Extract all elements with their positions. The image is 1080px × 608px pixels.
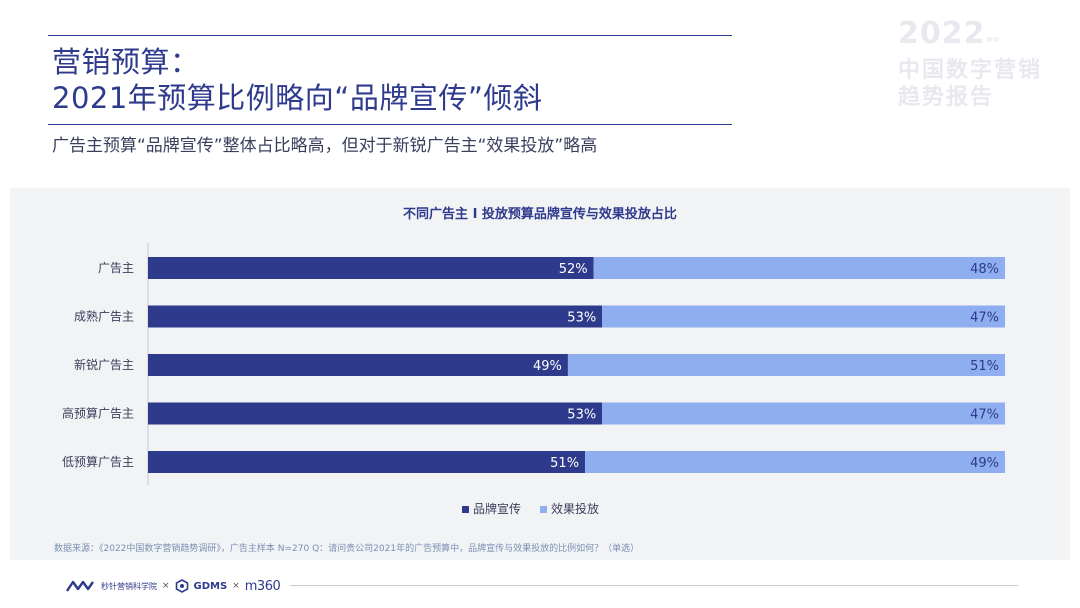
data-label-effect: 48% <box>970 262 999 277</box>
logo2-text: GDMS <box>193 580 228 592</box>
logo3-text: m360 <box>244 578 281 594</box>
watermark-year: 2022»» <box>898 16 1042 57</box>
watermark-chevrons: »» <box>985 32 1000 46</box>
bar-brand <box>148 354 568 376</box>
data-label-effect: 51% <box>970 359 999 374</box>
bar-effect <box>602 305 1005 328</box>
bar-effect <box>602 402 1005 425</box>
chart-title: 不同广告主 I 投放预算品牌宣传与效果投放占比 <box>403 206 677 222</box>
data-label-effect: 47% <box>970 311 999 326</box>
category-label: 高预算广告主 <box>62 406 134 421</box>
chart-panel: 不同广告主 I 投放预算品牌宣传与效果投放占比广告主 52% 48% 成熟广告主 53%… <box>10 188 1070 560</box>
watermark-year-text: 2022 <box>898 16 986 51</box>
legend-label-effect: 效果投放 <box>551 501 599 516</box>
title-bottom-rule <box>48 124 732 125</box>
watermark-line2: 趋势报告 <box>898 85 995 110</box>
category-label: 低预算广告主 <box>62 454 134 469</box>
bar-effect <box>585 451 1005 473</box>
bar-effect <box>593 257 1005 279</box>
logo-separator: × <box>162 581 170 591</box>
data-source-note: 数据来源：《2022中国数字营销趋势调研》，广告主样本 N=270 Q：请问贵公… <box>54 544 640 554</box>
category-label: 广告主 <box>98 261 134 275</box>
gdms-logo-icon <box>175 579 188 593</box>
legend-swatch-effect <box>540 506 547 513</box>
data-label-brand: 53% <box>567 311 596 326</box>
bar-effect <box>567 354 1005 376</box>
data-label-brand: 53% <box>567 408 596 423</box>
bar-brand <box>148 305 603 328</box>
footer-logos: 秒针营销科学院 × GDMS × m360 <box>66 576 281 596</box>
miaozhen-logo-icon <box>66 580 94 592</box>
legend-label-brand: 品牌宣传 <box>473 501 521 516</box>
data-label-brand: 51% <box>550 456 579 471</box>
page-title: 营销预算： 2021年预算比例略向“品牌宣传”倾斜 <box>52 44 542 116</box>
data-label-brand: 49% <box>533 359 562 374</box>
logo1-text: 秒针营销科学院 <box>101 581 157 591</box>
data-label-effect: 47% <box>970 408 999 423</box>
bar-brand <box>148 402 603 425</box>
bar-brand <box>148 451 586 473</box>
data-label-brand: 52% <box>559 262 588 277</box>
title-top-rule <box>48 35 732 36</box>
page-subtitle: 广告主预算“品牌宣传”整体占比略高，但对于新锐广告主“效果投放”略高 <box>52 136 598 156</box>
page-title-line1: 营销预算： <box>52 45 200 79</box>
watermark-line1: 中国数字营销 <box>898 58 1043 83</box>
page-title-line2: 2021年预算比例略向“品牌宣传”倾斜 <box>52 81 543 115</box>
data-label-effect: 49% <box>970 456 999 471</box>
footer-rule <box>290 585 1018 586</box>
legend-swatch-brand <box>462 506 469 513</box>
category-label: 新锐广告主 <box>74 357 134 372</box>
report-watermark: 2022»» 中国数字营销 趋势报告 <box>898 16 1042 111</box>
bar-brand <box>148 257 594 279</box>
category-label: 成熟广告主 <box>74 309 134 324</box>
logo-separator-2: × <box>232 581 240 591</box>
